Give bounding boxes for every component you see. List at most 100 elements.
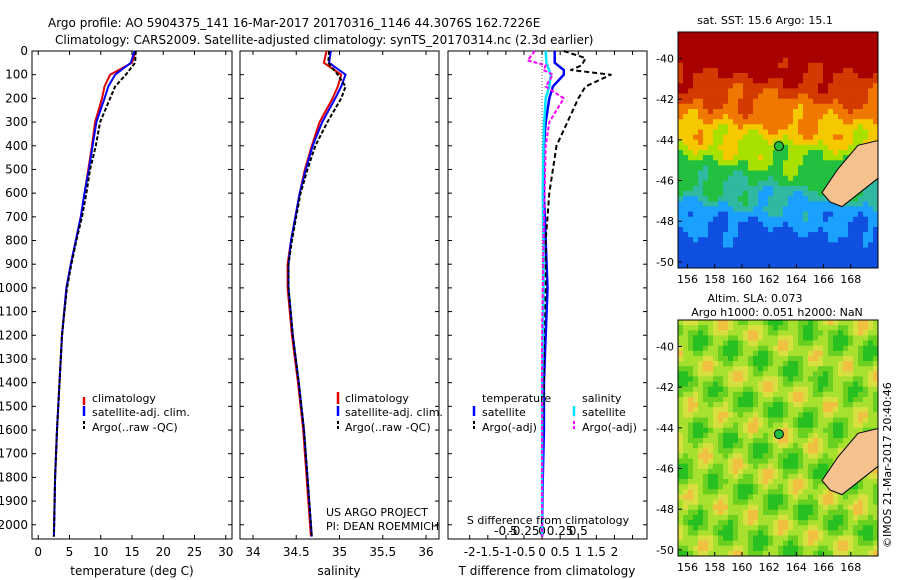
map-cell (853, 361, 859, 367)
map-cell (833, 42, 839, 48)
map-cell (808, 402, 814, 408)
map-cell (773, 227, 779, 233)
map-cell (713, 227, 719, 233)
y-tick-label: 500 (5, 162, 28, 176)
map-cell (713, 438, 719, 444)
map-cell (718, 484, 724, 490)
map-cell (798, 180, 804, 187)
map-cell (753, 150, 759, 156)
map-cell (733, 550, 739, 557)
map-cell (768, 489, 774, 495)
map-cell (693, 119, 699, 125)
map-cell (703, 201, 709, 207)
sst-map-title: sat. SST: 15.6 Argo: 15.1 (697, 14, 833, 27)
map-cell (683, 438, 689, 444)
map-cell (868, 325, 874, 331)
map-cell (758, 443, 764, 449)
map-cell (693, 52, 699, 58)
map-cell (808, 221, 814, 228)
map-cell (813, 242, 819, 248)
map-cell (683, 52, 689, 58)
map-cell (698, 129, 704, 135)
lat-tick-label: -40 (656, 340, 674, 353)
x-tick-label: 35.5 (369, 545, 396, 559)
map-cell (738, 484, 744, 490)
map-cell (733, 540, 739, 547)
map-cell (683, 185, 689, 192)
map-cell (813, 109, 819, 115)
map-cell (813, 134, 819, 141)
map-cell (828, 458, 834, 464)
map-cell (728, 155, 734, 161)
map-cell (773, 237, 779, 243)
map-cell (723, 201, 729, 207)
map-cell (798, 422, 804, 429)
map-cell (848, 232, 854, 238)
map-cell (738, 545, 744, 552)
lat-tick-label: -48 (656, 503, 674, 516)
map-cell (728, 37, 734, 43)
map-cell (868, 402, 874, 408)
map-cell (703, 257, 709, 264)
map-cell (803, 402, 809, 408)
map-cell (813, 366, 819, 372)
map-cell (758, 468, 764, 475)
map-cell (813, 232, 819, 238)
map-cell (698, 93, 704, 100)
map-cell (788, 150, 794, 156)
map-cell (803, 237, 809, 243)
map-cell (843, 232, 849, 238)
map-cell (788, 402, 794, 408)
map-cell (798, 129, 804, 135)
map-cell (708, 386, 714, 393)
map-cell (793, 458, 799, 464)
map-cell (693, 417, 699, 423)
map-cell (688, 247, 694, 253)
map-cell (848, 391, 854, 398)
map-cell (698, 509, 704, 516)
map-cell (818, 350, 824, 357)
map-cell (783, 340, 789, 346)
legend-label-climatology: climatology (92, 392, 156, 405)
map-cell (788, 504, 794, 511)
map-cell (858, 422, 864, 429)
map-cell (838, 402, 844, 408)
map-cell (728, 545, 734, 552)
map-cell (838, 52, 844, 58)
map-cell (853, 325, 859, 331)
map-cell (748, 88, 754, 94)
map-cell (803, 247, 809, 253)
map-cell (698, 453, 704, 459)
map-cell (678, 57, 684, 64)
map-cell (778, 211, 784, 218)
map-cell (688, 535, 694, 541)
map-cell (703, 57, 709, 64)
map-cell (813, 252, 819, 259)
map-cell (853, 262, 859, 269)
map-cell (718, 73, 724, 79)
map-cell (698, 525, 704, 531)
map-cell (758, 262, 764, 269)
map-cell (693, 407, 699, 413)
map-cell (778, 134, 784, 141)
map-cell (693, 32, 699, 38)
map-cell (853, 119, 859, 125)
y-tick-label: 1300 (0, 352, 28, 366)
map-cell (728, 422, 734, 429)
map-cell (848, 320, 854, 326)
map-cell (763, 57, 769, 64)
map-cell (723, 242, 729, 248)
map-cell (678, 427, 684, 434)
map-cell (783, 32, 789, 38)
map-cell (708, 221, 714, 228)
map-cell (793, 139, 799, 146)
map-cell (773, 47, 779, 53)
map-cell (868, 386, 874, 393)
map-cell (873, 484, 879, 490)
map-cell (788, 468, 794, 475)
map-cell (698, 407, 704, 413)
map-cell (753, 139, 759, 146)
map-cell (753, 386, 759, 393)
map-cell (758, 57, 764, 64)
map-cell (688, 201, 694, 207)
